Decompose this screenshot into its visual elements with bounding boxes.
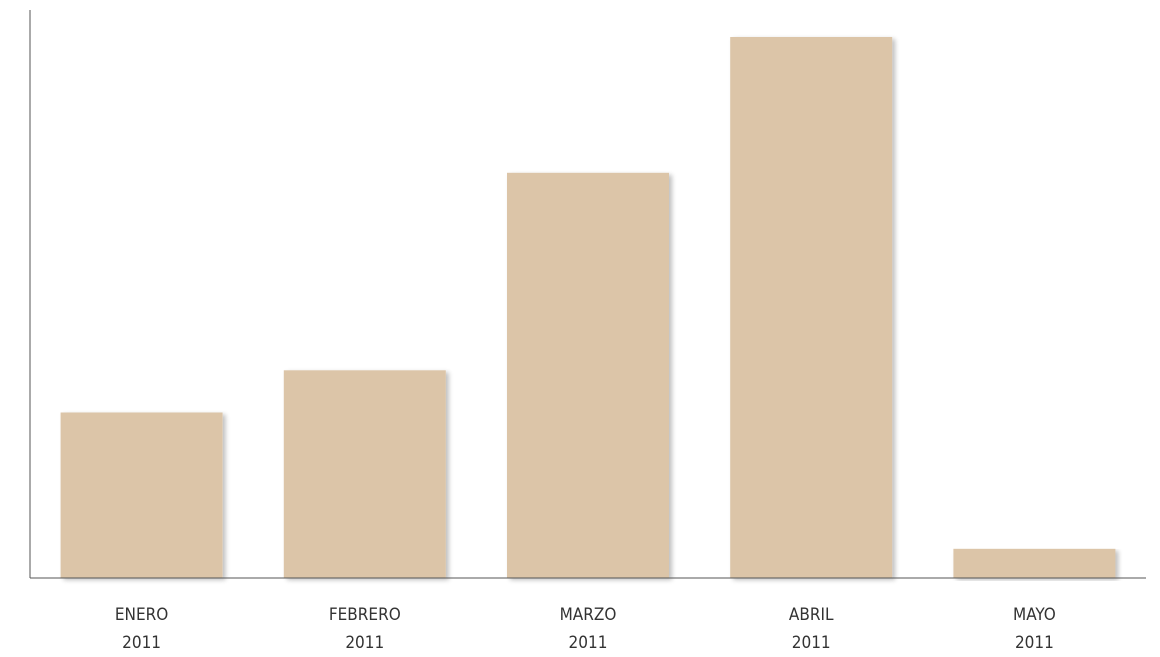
x-tick-label-enero-year: 2011	[122, 633, 161, 653]
bar-abril	[730, 37, 893, 578]
bar-mayo	[953, 548, 1116, 578]
x-tick-label-febrero-month: FEBRERO	[329, 605, 401, 625]
x-tick-labels: ENERO 2011 FEBRERO 2011 MARZO 2011 ABRIL 2011 MA…	[115, 605, 1056, 653]
x-tick-label-mayo-month: MAYO	[1013, 605, 1056, 625]
x-tick-label-marzo-month: MARZO	[560, 605, 617, 625]
x-tick-label-mayo-year: 2011	[1015, 633, 1054, 653]
x-tick-label-enero-month: ENERO	[115, 605, 168, 625]
bar-febrero	[283, 370, 446, 578]
bar-marzo	[507, 172, 669, 579]
x-tick-label-abril-year: 2011	[792, 633, 831, 653]
x-tick-label-febrero-year: 2011	[345, 633, 384, 653]
x-tick-label-marzo-year: 2011	[569, 633, 608, 653]
bar-enero	[60, 412, 223, 578]
bars-group	[60, 37, 1116, 579]
axes-group	[29, 10, 1146, 579]
x-tick-label-abril-month: ABRIL	[789, 605, 834, 625]
